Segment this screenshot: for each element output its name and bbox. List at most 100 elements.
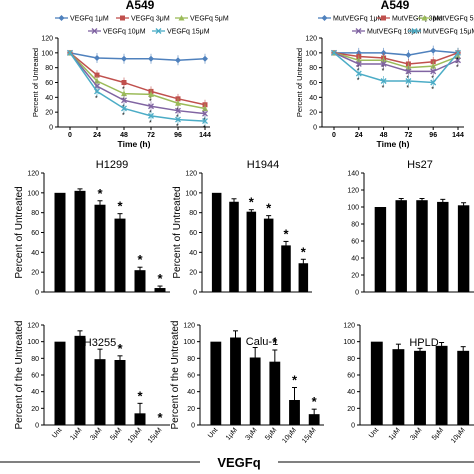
legend-marker	[120, 15, 125, 21]
data-point	[380, 60, 387, 67]
significance-star: *	[312, 394, 318, 409]
y-tick-label: 40	[351, 256, 359, 263]
y-tick-label: 0	[193, 290, 197, 297]
y-tick-label: 0	[351, 423, 355, 430]
y-tick-label: 120	[305, 36, 317, 43]
legend-marker	[355, 28, 362, 34]
series-line	[333, 52, 459, 73]
y-tick-label: 80	[347, 356, 355, 363]
significance-star: *	[117, 341, 123, 356]
y-axis-label: Percent of the Untreated	[14, 321, 25, 430]
x-tick-label: 1μM	[388, 427, 402, 442]
significance-star: *	[122, 87, 125, 94]
y-axis-label: Percent of Untreated	[295, 48, 304, 117]
data-point	[405, 52, 412, 59]
data-point	[121, 105, 127, 112]
x-tick-label: 3μM	[244, 427, 258, 442]
y-tick-label: 100	[347, 205, 359, 212]
series-line	[69, 52, 206, 110]
bar	[134, 270, 146, 292]
x-tick-label: 15μM	[147, 427, 164, 445]
y-tick-label: 120	[27, 171, 39, 178]
significance-star: *	[95, 95, 98, 102]
y-tick-label: 20	[189, 270, 197, 277]
bar	[457, 350, 470, 425]
significance-star: *	[272, 335, 278, 350]
significance-star: *	[137, 252, 143, 267]
bar	[269, 361, 281, 425]
y-axis-label: Percent of the Untreated	[170, 321, 181, 430]
x-tick-label: 24	[93, 132, 101, 139]
y-tick-label: 100	[183, 339, 195, 346]
significance-star: *	[382, 85, 385, 92]
y-tick-label: 40	[45, 95, 53, 102]
series-line	[69, 52, 206, 115]
data-point	[380, 78, 387, 84]
data-point	[430, 47, 437, 54]
data-point	[94, 72, 100, 78]
x-tick-label: 1μM	[225, 427, 239, 442]
y-tick-label: 120	[27, 323, 39, 330]
series-line	[69, 52, 206, 62]
data-point	[455, 57, 461, 64]
significance-star: *	[456, 64, 459, 71]
x-tick-label: 10μM	[281, 427, 298, 445]
significance-star: *	[149, 110, 152, 117]
x-tick-label: 15μM	[301, 427, 318, 445]
x-tick-label: 3μM	[409, 427, 423, 442]
y-tick-label: 0	[49, 125, 53, 132]
series-line	[333, 52, 459, 65]
y-tick-label: 100	[27, 190, 39, 197]
x-tick-label: 48	[120, 132, 128, 139]
y-tick-label: 20	[351, 273, 359, 280]
y-tick-label: 20	[187, 406, 195, 413]
y-tick-label: 40	[31, 250, 39, 257]
y-tick-label: 0	[355, 290, 359, 297]
legend-marker	[91, 28, 98, 34]
significance-star: *	[95, 85, 98, 92]
x-tick-label: 10μM	[127, 427, 144, 445]
footer: VEGFq	[0, 455, 474, 470]
data-point	[175, 100, 181, 106]
y-tick-label: 80	[309, 65, 317, 72]
chart-title: HPLD	[409, 337, 438, 349]
bar-chart-h1944: H1944 0 20 40 60 80 100 120 Percent of Untreated…	[172, 159, 312, 297]
y-tick-label: 20	[309, 110, 317, 117]
y-tick-label: 100	[185, 190, 197, 197]
x-tick-label: Unt	[368, 427, 380, 440]
data-point	[355, 60, 362, 67]
series-line	[334, 49, 459, 56]
bar	[392, 349, 405, 425]
significance-star: *	[431, 66, 434, 73]
y-tick-label: 120	[347, 188, 359, 195]
data-point	[148, 112, 154, 119]
significance-star: *	[357, 68, 360, 75]
legend-label: MutVEGFq 10μM	[367, 29, 421, 36]
data-point	[405, 78, 412, 84]
legend-marker	[421, 15, 428, 21]
significance-star: *	[283, 226, 289, 241]
legend-marker	[381, 15, 386, 21]
data-point	[202, 105, 208, 111]
bar	[374, 207, 387, 292]
data-point	[121, 55, 127, 62]
data-point	[430, 63, 437, 69]
chart-title: H1299	[96, 159, 128, 171]
chart-title: H3255	[84, 337, 116, 349]
data-point	[121, 97, 127, 104]
x-tick-label: 144	[452, 132, 464, 139]
y-tick-label: 80	[351, 222, 359, 229]
x-tick-label: 144	[199, 132, 211, 139]
x-tick-label: 10μM	[450, 427, 467, 445]
bar-chart-h1299: H1299 0 20 40 60 80 100 120 Percent of Untreated…	[14, 159, 170, 297]
x-axis-label: Time (h)	[118, 139, 151, 149]
y-axis-label: Percent of Untreated	[31, 48, 40, 117]
series-line	[69, 52, 206, 106]
y-tick-label: 40	[187, 389, 195, 396]
significance-star: *	[117, 199, 123, 214]
chart-title: A549	[126, 0, 155, 12]
y-tick-label: 60	[31, 230, 39, 237]
y-tick-label: 40	[31, 389, 39, 396]
